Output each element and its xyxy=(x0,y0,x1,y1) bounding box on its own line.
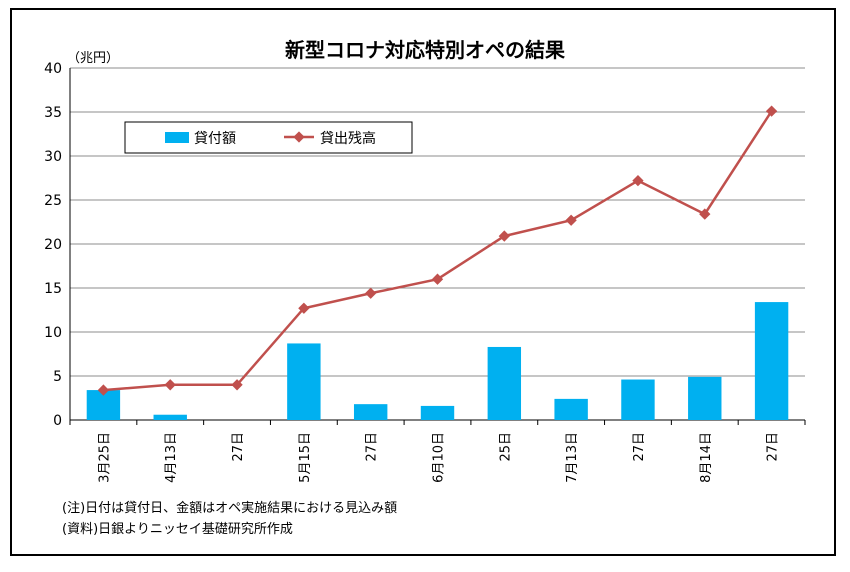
y-tick-label: 20 xyxy=(44,237,62,253)
footnote: (注)日付は貸付日、金額はオペ実施結果における見込み額 xyxy=(62,501,398,516)
x-tick-label: 3月25日 xyxy=(97,432,112,483)
bar xyxy=(153,414,187,420)
bar xyxy=(688,376,722,420)
legend-bar-label: 貸付額 xyxy=(194,131,236,147)
x-tick-label: 4月13日 xyxy=(164,432,179,483)
y-tick-label: 0 xyxy=(53,413,62,429)
legend: 貸付額 貸出残高 xyxy=(124,121,413,154)
legend-line-marker xyxy=(293,131,305,143)
line-point xyxy=(164,379,176,391)
bar xyxy=(487,346,522,420)
bar xyxy=(353,404,388,420)
line-point xyxy=(699,208,711,220)
x-tick-label: 5月15日 xyxy=(298,432,313,483)
x-tick-label: 27日 xyxy=(365,432,380,462)
line-point xyxy=(565,214,577,226)
y-tick-label: 25 xyxy=(44,193,62,209)
line-point xyxy=(231,379,243,391)
y-tick-label: 10 xyxy=(44,325,62,341)
line-series xyxy=(97,105,778,396)
y-axis-unit: （兆円） xyxy=(67,51,119,66)
x-tick-labels: 3月25日 4月13日 27日 5月15日 27日 6月10日 25日 7月13日 27日 8月1… xyxy=(97,432,780,483)
x-tick-label: 27日 xyxy=(766,432,781,462)
line-point xyxy=(498,230,510,242)
line-point xyxy=(632,174,644,187)
legend-bar-swatch xyxy=(165,132,189,143)
y-tick-label: 40 xyxy=(44,61,62,77)
y-tick-label: 30 xyxy=(44,149,62,165)
notes-block: (注)日付は貸付日、金額はオペ実施結果における見込み額 (資料)日銀よりニッセイ… xyxy=(62,498,397,540)
line-point xyxy=(298,302,310,314)
bar xyxy=(621,379,655,420)
x-tick-label: 6月10日 xyxy=(432,432,447,483)
y-tick-label: 35 xyxy=(44,105,62,121)
y-tick-label: 15 xyxy=(44,281,62,297)
bar-series xyxy=(86,302,789,420)
line-point xyxy=(365,287,377,299)
bar xyxy=(754,302,789,420)
y-tick-label: 5 xyxy=(53,369,62,385)
bar xyxy=(287,343,321,420)
grid-lines xyxy=(69,67,806,425)
x-tick-label: 25日 xyxy=(498,432,513,462)
bar xyxy=(554,398,588,420)
y-tick-labels: 0 5 10 15 20 25 30 35 40 xyxy=(44,61,62,429)
x-tick-label: 27日 xyxy=(231,432,246,462)
source-note: (資料)日銀よりニッセイ基礎研究所作成 xyxy=(62,522,293,537)
bar xyxy=(420,405,455,420)
x-tick-label: 27日 xyxy=(632,432,647,462)
chart-title: 新型コロナ対応特別オペの結果 xyxy=(285,38,565,62)
line-point xyxy=(431,273,444,285)
x-tick-label: 7月13日 xyxy=(565,432,580,483)
legend-line-label: 貸出残高 xyxy=(320,130,376,147)
x-tick-label: 8月14日 xyxy=(699,432,714,483)
